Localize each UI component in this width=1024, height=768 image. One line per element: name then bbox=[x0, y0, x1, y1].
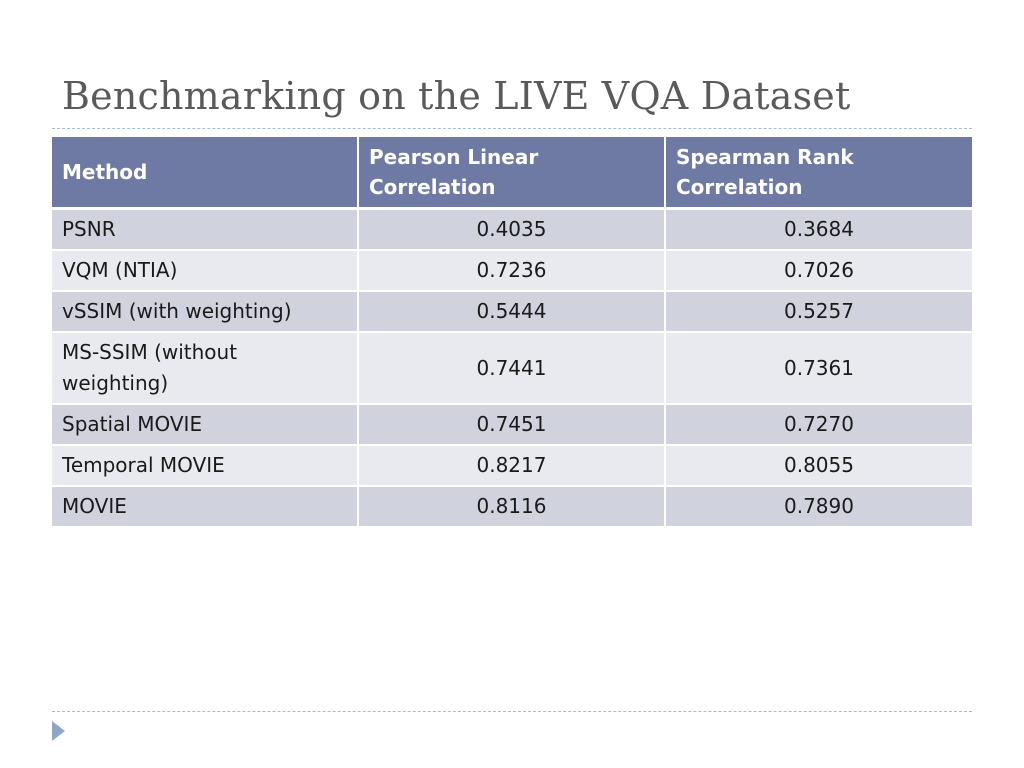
table-row: PSNR 0.4035 0.3684 bbox=[52, 208, 972, 251]
triangle-right-icon bbox=[52, 721, 65, 741]
spearman-cell: 0.7890 bbox=[665, 486, 972, 528]
pearson-cell: 0.8116 bbox=[358, 486, 666, 528]
header-method: Method bbox=[52, 137, 359, 210]
table-header-row: Method Pearson Linear Correlation Spearm… bbox=[52, 137, 972, 210]
method-cell: MS-SSIM (without weighting) bbox=[52, 332, 359, 405]
spearman-cell: 0.3684 bbox=[665, 208, 972, 251]
method-cell: vSSIM (with weighting) bbox=[52, 291, 359, 333]
table-row: MOVIE 0.8116 0.7890 bbox=[52, 486, 972, 528]
method-cell: VQM (NTIA) bbox=[52, 250, 359, 292]
header-pearson: Pearson Linear Correlation bbox=[358, 137, 666, 210]
spearman-cell: 0.8055 bbox=[665, 445, 972, 487]
pearson-cell: 0.5444 bbox=[358, 291, 666, 333]
spearman-cell: 0.5257 bbox=[665, 291, 972, 333]
method-cell: Temporal MOVIE bbox=[52, 445, 359, 487]
method-cell: Spatial MOVIE bbox=[52, 404, 359, 446]
title-divider bbox=[52, 128, 972, 129]
pearson-cell: 0.4035 bbox=[358, 208, 666, 251]
table-row: Temporal MOVIE 0.8217 0.8055 bbox=[52, 445, 972, 487]
spearman-cell: 0.7026 bbox=[665, 250, 972, 292]
pearson-cell: 0.7451 bbox=[358, 404, 666, 446]
table-row: Spatial MOVIE 0.7451 0.7270 bbox=[52, 404, 972, 446]
table-row: VQM (NTIA) 0.7236 0.7026 bbox=[52, 250, 972, 292]
table-row: MS-SSIM (without weighting) 0.7441 0.736… bbox=[52, 332, 972, 405]
method-cell: MOVIE bbox=[52, 486, 359, 528]
method-cell: PSNR bbox=[52, 208, 359, 251]
table-row: vSSIM (with weighting) 0.5444 0.5257 bbox=[52, 291, 972, 333]
pearson-cell: 0.8217 bbox=[358, 445, 666, 487]
pearson-cell: 0.7441 bbox=[358, 332, 666, 405]
header-spearman: Spearman Rank Correlation bbox=[665, 137, 972, 210]
pearson-cell: 0.7236 bbox=[358, 250, 666, 292]
footer-divider bbox=[52, 711, 972, 712]
slide-title: Benchmarking on the LIVE VQA Dataset bbox=[62, 74, 851, 118]
spearman-cell: 0.7361 bbox=[665, 332, 972, 405]
spearman-cell: 0.7270 bbox=[665, 404, 972, 446]
results-table: Method Pearson Linear Correlation Spearm… bbox=[52, 137, 972, 528]
